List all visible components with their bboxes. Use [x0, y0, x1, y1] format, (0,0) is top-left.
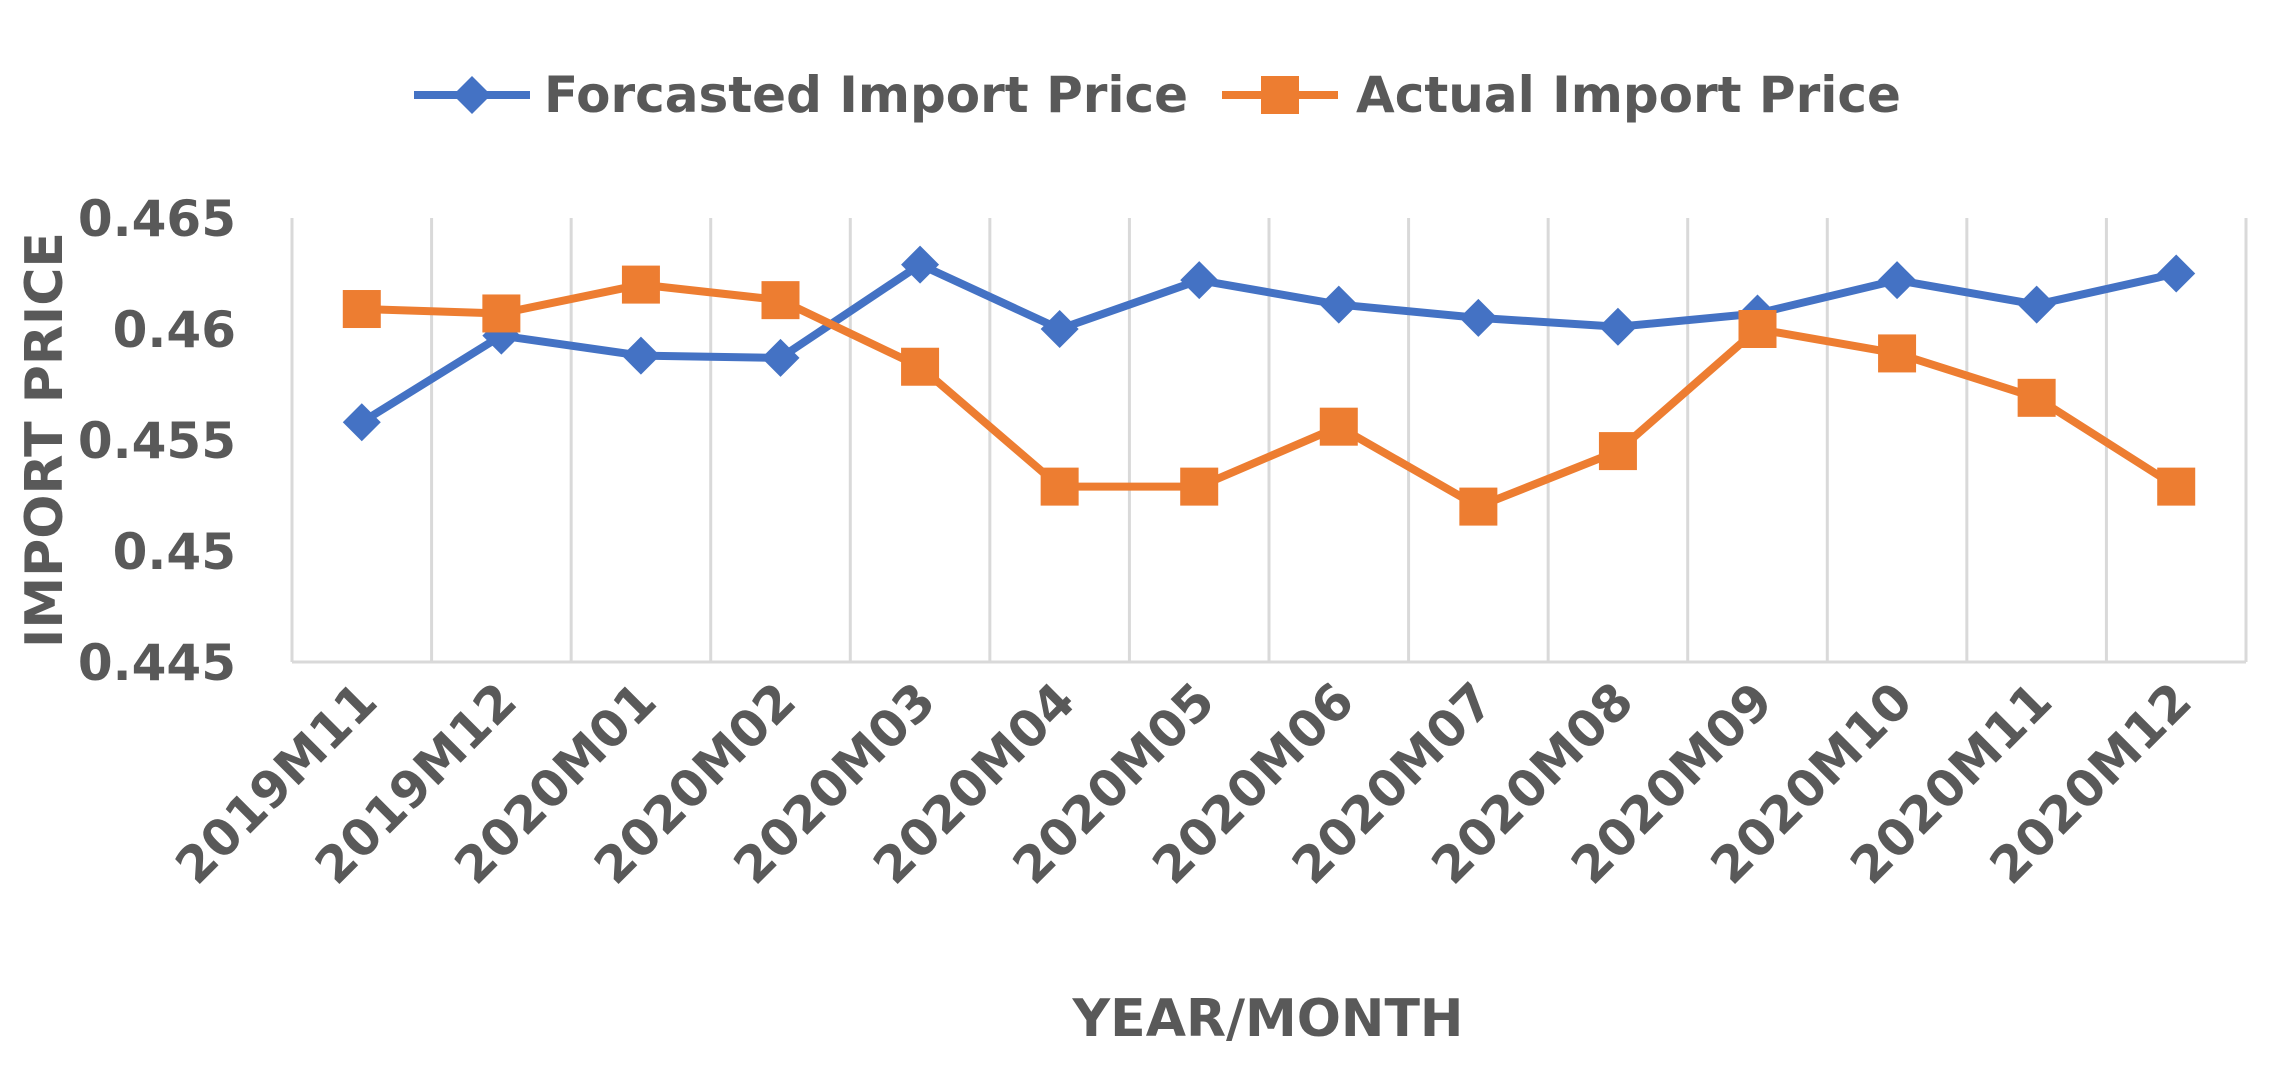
- data-point-forecasted: [1878, 261, 1917, 300]
- legend-item-actual: Actual Import Price: [1222, 66, 1901, 124]
- plot-area: 0.4450.450.4550.460.4652019M112019M12202…: [78, 190, 2248, 895]
- data-point-forecasted: [342, 403, 381, 442]
- data-point-actual: [2017, 378, 2056, 417]
- data-point-forecasted: [1180, 261, 1219, 300]
- legend-diamond-marker: [453, 76, 491, 114]
- data-point-actual: [1738, 310, 1777, 348]
- legend-label-actual: Actual Import Price: [1356, 66, 1901, 124]
- y-tick-label: 0.445: [78, 634, 236, 692]
- data-point-forecasted: [761, 338, 800, 377]
- x-axis-title: YEAR/MONTH: [1072, 989, 1464, 1049]
- data-point-actual: [1040, 467, 1079, 506]
- y-tick-label: 0.46: [113, 301, 236, 359]
- data-point-forecasted: [901, 245, 940, 284]
- y-tick-label: 0.465: [78, 190, 236, 248]
- data-point-forecasted: [1598, 307, 1637, 346]
- y-tick-label: 0.455: [78, 412, 236, 470]
- data-point-actual: [1459, 487, 1498, 526]
- data-point-actual: [1319, 407, 1358, 446]
- data-point-actual: [1180, 467, 1219, 506]
- data-point-forecasted: [621, 336, 660, 375]
- data-point-actual: [2157, 467, 2196, 506]
- data-point-forecasted: [1319, 285, 1358, 324]
- data-point-forecasted: [2157, 254, 2196, 293]
- legend: Forcasted Import Price Actual Import Pri…: [414, 66, 1901, 124]
- legend-label-forecasted: Forcasted Import Price: [544, 66, 1188, 124]
- data-point-forecasted: [2017, 285, 2056, 324]
- y-axis-title: IMPORT PRICE: [15, 232, 75, 648]
- data-point-actual: [761, 281, 800, 320]
- data-point-actual: [342, 290, 381, 329]
- legend-item-forecasted: Forcasted Import Price: [414, 66, 1188, 124]
- data-point-forecasted: [1040, 310, 1079, 348]
- data-point-actual: [1878, 334, 1917, 373]
- y-tick-label: 0.45: [113, 523, 236, 581]
- data-point-forecasted: [1459, 298, 1498, 337]
- data-point-actual: [482, 294, 521, 333]
- series-line-0: [359, 260, 2178, 426]
- data-point-actual: [1598, 432, 1637, 471]
- data-point-actual: [621, 265, 660, 304]
- legend-square-marker: [1261, 76, 1299, 114]
- series-line-1: [361, 280, 2179, 511]
- data-point-actual: [901, 347, 940, 386]
